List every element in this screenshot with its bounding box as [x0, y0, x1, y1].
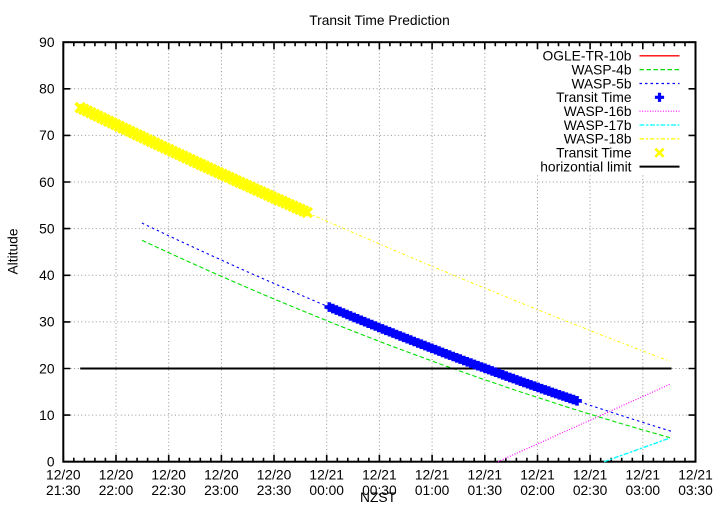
svg-text:22:00: 22:00: [99, 483, 134, 498]
svg-text:12/21: 12/21: [415, 468, 450, 483]
svg-text:12/21: 12/21: [362, 468, 397, 483]
svg-text:02:30: 02:30: [573, 483, 608, 498]
svg-text:WASP-18b: WASP-18b: [564, 132, 632, 147]
svg-text:23:00: 23:00: [204, 483, 239, 498]
svg-text:12/20: 12/20: [46, 468, 81, 483]
svg-text:WASP-5b: WASP-5b: [571, 76, 631, 91]
svg-text:22:30: 22:30: [151, 483, 186, 498]
svg-text:03:00: 03:00: [626, 483, 661, 498]
svg-text:12/21: 12/21: [309, 468, 344, 483]
svg-text:12/21: 12/21: [468, 468, 503, 483]
svg-text:horizontial limit: horizontial limit: [540, 159, 631, 174]
svg-text:WASP-16b: WASP-16b: [564, 104, 632, 119]
svg-text:Transit Time: Transit Time: [556, 90, 632, 105]
svg-text:12/20: 12/20: [99, 468, 134, 483]
svg-text:00:30: 00:30: [362, 483, 397, 498]
svg-text:21:30: 21:30: [46, 483, 81, 498]
svg-text:Transit Time: Transit Time: [556, 146, 632, 161]
svg-text:01:00: 01:00: [415, 483, 450, 498]
svg-text:WASP-17b: WASP-17b: [564, 118, 632, 133]
svg-text:80: 80: [39, 82, 55, 97]
svg-text:60: 60: [39, 175, 55, 190]
svg-text:12/20: 12/20: [204, 468, 239, 483]
svg-text:12/21: 12/21: [626, 468, 661, 483]
svg-text:12/21: 12/21: [573, 468, 608, 483]
svg-text:Altitude: Altitude: [6, 228, 21, 274]
svg-text:50: 50: [39, 221, 55, 236]
svg-text:12/20: 12/20: [151, 468, 186, 483]
svg-text:WASP-4b: WASP-4b: [571, 62, 631, 77]
svg-text:12/20: 12/20: [257, 468, 292, 483]
svg-text:00:00: 00:00: [309, 483, 344, 498]
svg-text:03:30: 03:30: [678, 483, 713, 498]
svg-text:30: 30: [39, 315, 55, 330]
svg-text:90: 90: [39, 35, 55, 50]
svg-text:20: 20: [39, 361, 55, 376]
svg-text:OGLE-TR-10b: OGLE-TR-10b: [543, 49, 632, 64]
svg-text:23:30: 23:30: [257, 483, 292, 498]
svg-text:40: 40: [39, 268, 55, 283]
svg-text:01:30: 01:30: [468, 483, 503, 498]
svg-text:12/21: 12/21: [520, 468, 555, 483]
svg-text:NZST: NZST: [360, 490, 397, 504]
svg-text:02:00: 02:00: [520, 483, 555, 498]
svg-text:70: 70: [39, 128, 55, 143]
svg-text:0: 0: [47, 455, 55, 470]
svg-text:10: 10: [39, 408, 55, 423]
svg-text:12/21: 12/21: [678, 468, 713, 483]
svg-text:Transit Time Prediction: Transit Time Prediction: [309, 13, 450, 28]
